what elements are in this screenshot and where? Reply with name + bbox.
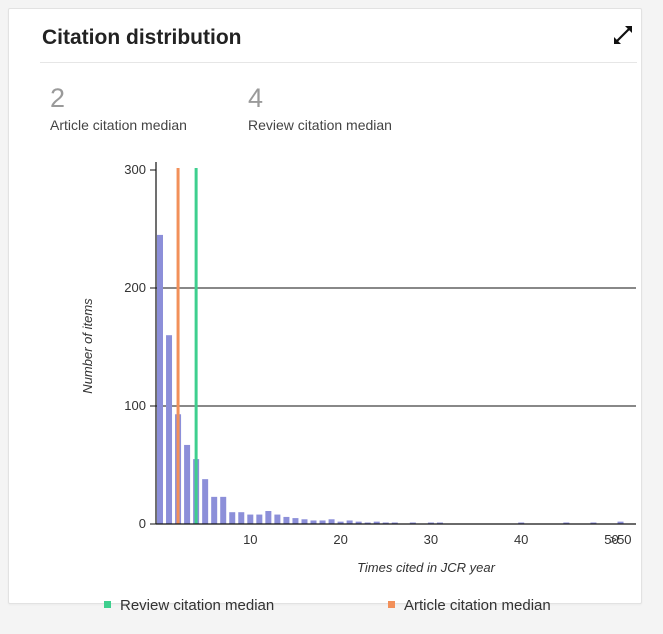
- x-tick-label-10: 10: [243, 532, 257, 547]
- bar-14: [283, 516, 290, 524]
- title-divider: [40, 62, 637, 63]
- bar-31: [436, 522, 443, 524]
- bar-40: [518, 522, 525, 524]
- legend-swatch-article: [388, 600, 395, 608]
- article-median-stat: 2 Article citation median: [50, 82, 187, 133]
- bar-13: [274, 514, 281, 524]
- bar-9: [238, 512, 245, 524]
- bar-51: [617, 521, 624, 524]
- bar-19: [328, 519, 335, 524]
- x-tick-label-20: 20: [333, 532, 347, 547]
- bar-0: [157, 234, 163, 524]
- bar-7: [220, 496, 227, 524]
- bar-48: [590, 522, 597, 524]
- bar-10: [247, 514, 254, 524]
- legend-label-article: Article citation median: [404, 597, 551, 614]
- bar-22: [355, 521, 362, 524]
- card-title: Citation distribution: [42, 26, 242, 49]
- axes: 0 100 200 300 10 20 30 40 50>50: [124, 162, 636, 547]
- bar-18: [319, 520, 326, 524]
- bar-25: [382, 522, 389, 524]
- expand-button[interactable]: [610, 22, 636, 48]
- citation-distribution-card: [8, 8, 642, 604]
- bar-21: [346, 520, 353, 524]
- bar-15: [292, 518, 299, 524]
- bar-45: [563, 522, 570, 524]
- article-median-value: 2: [50, 83, 66, 113]
- bar-30: [427, 522, 434, 524]
- bar-26: [391, 522, 398, 524]
- bar-24: [373, 521, 380, 524]
- article-median-label: Article citation median: [50, 117, 187, 133]
- legend-label-review: Review citation median: [120, 597, 275, 614]
- y-tick-label-300: 300: [124, 162, 146, 177]
- median-lines: [176, 168, 198, 524]
- bar-3: [184, 444, 191, 524]
- review-median-value: 4: [248, 83, 264, 113]
- legend-item-review[interactable]: Review citation median: [104, 597, 274, 614]
- legend-swatch-review: [104, 600, 111, 608]
- review-median-stat: 4 Review citation median: [248, 82, 392, 133]
- bar-16: [301, 519, 308, 524]
- bar-8: [229, 512, 236, 524]
- bar-1: [166, 335, 173, 524]
- x-tick-label-50: 50: [604, 532, 618, 547]
- gridlines: [156, 287, 636, 407]
- y-axis-label: Number of items: [80, 298, 95, 394]
- y-tick-label-100: 100: [124, 398, 146, 413]
- review-median-label: Review citation median: [248, 117, 392, 133]
- y-tick-label-200: 200: [124, 280, 146, 295]
- y-tick-label-0: 0: [139, 516, 146, 531]
- bar-12: [265, 511, 272, 524]
- legend-item-article[interactable]: Article citation median: [388, 597, 551, 614]
- x-tick-label->50: >50: [609, 532, 631, 547]
- histogram-bars: [157, 234, 624, 524]
- x-tick-label-30: 30: [424, 532, 438, 547]
- bar-20: [337, 521, 344, 524]
- bar-11: [256, 514, 263, 524]
- bar-17: [310, 520, 317, 524]
- bar-5: [202, 479, 209, 524]
- expand-arrows-icon: [614, 26, 632, 44]
- bar-28: [409, 522, 416, 524]
- x-tick-label-40: 40: [514, 532, 528, 547]
- bar-6: [211, 496, 218, 524]
- bar-23: [364, 522, 371, 524]
- x-axis-label: Times cited in JCR year: [357, 560, 496, 575]
